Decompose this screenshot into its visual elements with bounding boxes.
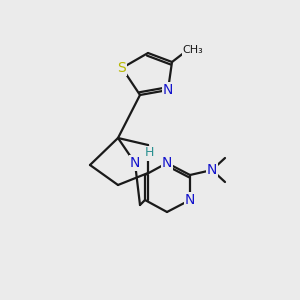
Text: H: H xyxy=(144,146,154,160)
Text: S: S xyxy=(118,61,126,75)
Text: N: N xyxy=(185,193,195,207)
Text: CH₃: CH₃ xyxy=(183,45,203,55)
Text: N: N xyxy=(207,163,217,177)
Text: N: N xyxy=(163,83,173,97)
Text: N: N xyxy=(130,156,140,170)
Text: N: N xyxy=(162,156,172,170)
